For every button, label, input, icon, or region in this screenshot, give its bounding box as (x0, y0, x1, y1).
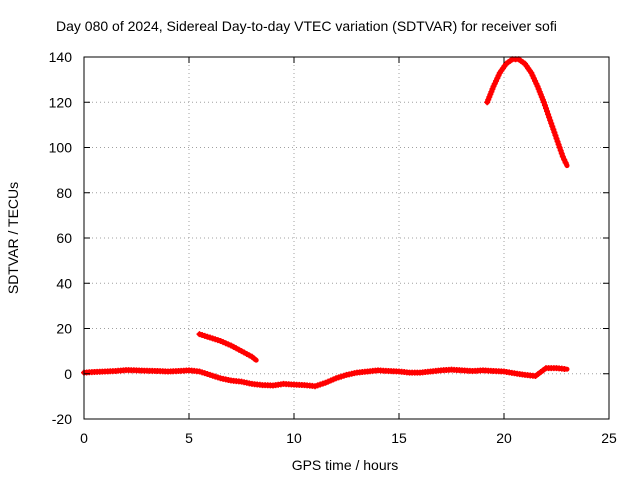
data-point (547, 117, 554, 124)
data-point (553, 135, 560, 142)
x-tick-label: 25 (601, 430, 617, 446)
data-point (557, 147, 564, 154)
data-point (543, 105, 549, 112)
data-point (562, 159, 569, 166)
y-tick-label: 20 (56, 321, 72, 337)
x-tick-label: 10 (286, 430, 302, 446)
data-point (541, 102, 548, 109)
y-tick-label: 120 (49, 94, 73, 110)
y-axis-title: SDTVAR / TECUs (5, 182, 21, 294)
grid (84, 57, 609, 419)
data-point (556, 144, 563, 151)
series-short-segment (196, 331, 259, 363)
data-point (552, 132, 559, 139)
y-tick-label: 60 (56, 230, 72, 246)
chart-title: Day 080 of 2024, Sidereal Day-to-day VTE… (56, 18, 557, 34)
data-point (558, 150, 565, 157)
y-tick-label: 140 (49, 49, 73, 65)
x-tick-label: 0 (80, 430, 88, 446)
data-point (550, 126, 557, 133)
y-tick-label: 0 (64, 366, 72, 382)
data-point (561, 156, 568, 163)
y-tick-label: 100 (49, 140, 73, 156)
data-point (546, 114, 553, 121)
data-point (545, 111, 552, 118)
data-point (559, 153, 566, 160)
x-tick-label: 20 (496, 430, 512, 446)
data-point (561, 365, 568, 372)
x-tick-label: 15 (391, 430, 407, 446)
data-point (549, 123, 556, 130)
axis-ticks: 0 5 10 15 20 25 -20 0 20 40 60 80 100 120 140 (49, 49, 617, 446)
data-point (251, 355, 258, 362)
data-point (551, 129, 558, 136)
data-point (554, 138, 561, 145)
series-upper-arc (484, 56, 570, 169)
data-point (540, 99, 547, 106)
y-tick-label: -20 (52, 411, 72, 427)
x-tick-label: 5 (185, 430, 193, 446)
x-axis-title: GPS time / hours (292, 457, 399, 473)
y-tick-label: 40 (56, 275, 72, 291)
plot-frame (83, 56, 610, 420)
data-point (544, 108, 551, 115)
y-tick-label: 80 (56, 185, 72, 201)
data-point (548, 120, 555, 127)
data-series (81, 56, 570, 390)
series-baseline (81, 365, 570, 390)
data-point (555, 141, 562, 148)
